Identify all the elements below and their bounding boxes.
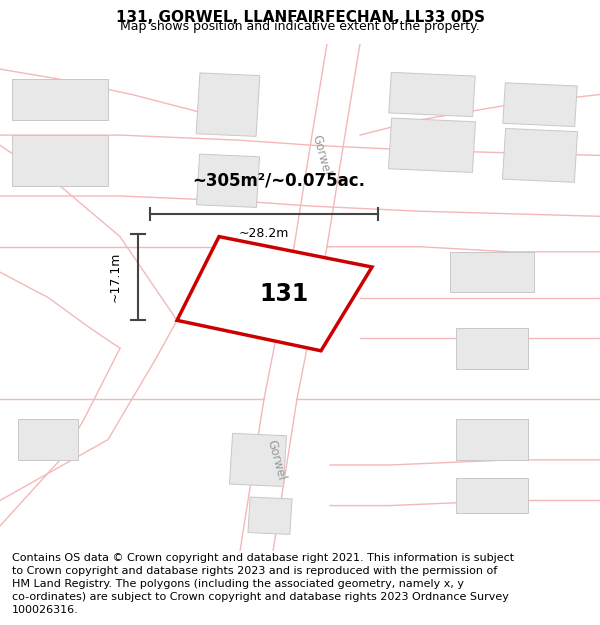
- Polygon shape: [502, 129, 578, 182]
- Polygon shape: [229, 433, 287, 486]
- Text: Map shows position and indicative extent of the property.: Map shows position and indicative extent…: [120, 20, 480, 32]
- Polygon shape: [196, 154, 260, 208]
- Polygon shape: [456, 328, 528, 369]
- Text: ~305m²/~0.075ac.: ~305m²/~0.075ac.: [192, 172, 365, 190]
- Polygon shape: [220, 256, 284, 324]
- Polygon shape: [12, 135, 108, 186]
- Text: Contains OS data © Crown copyright and database right 2021. This information is : Contains OS data © Crown copyright and d…: [12, 554, 514, 614]
- Polygon shape: [389, 72, 475, 117]
- Text: Gorwel: Gorwel: [293, 276, 316, 319]
- Polygon shape: [18, 419, 78, 460]
- Text: Gorwel: Gorwel: [310, 134, 332, 177]
- Polygon shape: [456, 419, 528, 460]
- Polygon shape: [388, 118, 476, 172]
- Text: ~28.2m: ~28.2m: [239, 226, 289, 239]
- Text: 131: 131: [260, 282, 309, 306]
- Polygon shape: [12, 79, 108, 120]
- Polygon shape: [196, 73, 260, 136]
- Text: 131, GORWEL, LLANFAIRFECHAN, LL33 0DS: 131, GORWEL, LLANFAIRFECHAN, LL33 0DS: [115, 9, 485, 24]
- Polygon shape: [450, 252, 534, 292]
- Polygon shape: [456, 478, 528, 513]
- Text: ~17.1m: ~17.1m: [109, 252, 122, 302]
- Text: Gorwel: Gorwel: [265, 438, 287, 482]
- Polygon shape: [177, 237, 372, 351]
- Polygon shape: [248, 497, 292, 534]
- Polygon shape: [503, 82, 577, 126]
